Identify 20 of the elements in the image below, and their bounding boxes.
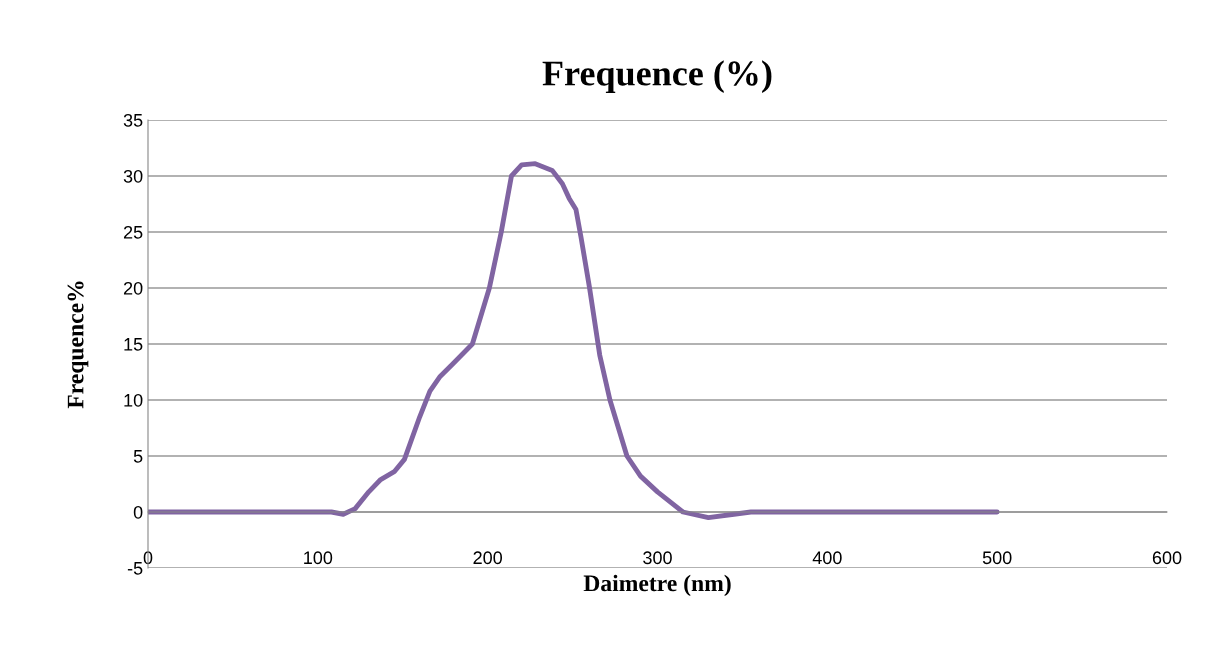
- y-tick-label: 10: [124, 393, 143, 407]
- x-tick-label: 500: [982, 551, 1012, 565]
- x-tick-label: 200: [473, 551, 503, 565]
- x-axis-title: Daimetre (nm): [583, 574, 731, 597]
- y-tick-label: 35: [123, 113, 143, 127]
- y-tick-label: -5: [127, 562, 143, 575]
- y-tick-label: 15: [124, 338, 143, 351]
- x-tick-label: 600: [1152, 551, 1182, 565]
- y-tick-label: 5: [133, 450, 143, 463]
- x-tick-label: 400: [812, 551, 842, 565]
- line-series: [148, 161, 1000, 521]
- y-tick-label: 30: [123, 169, 143, 183]
- x-tick-label: 100: [304, 551, 333, 565]
- x-tick-label: 0: [143, 551, 153, 565]
- chart-title: Frequence (%): [542, 60, 772, 93]
- y-axis-title: Frequence%: [67, 281, 89, 409]
- x-tick-label: 300: [643, 551, 672, 565]
- y-tick-label: 25: [123, 225, 143, 239]
- y-tick-label: 0: [133, 505, 143, 519]
- y-tick-label: 20: [123, 281, 143, 295]
